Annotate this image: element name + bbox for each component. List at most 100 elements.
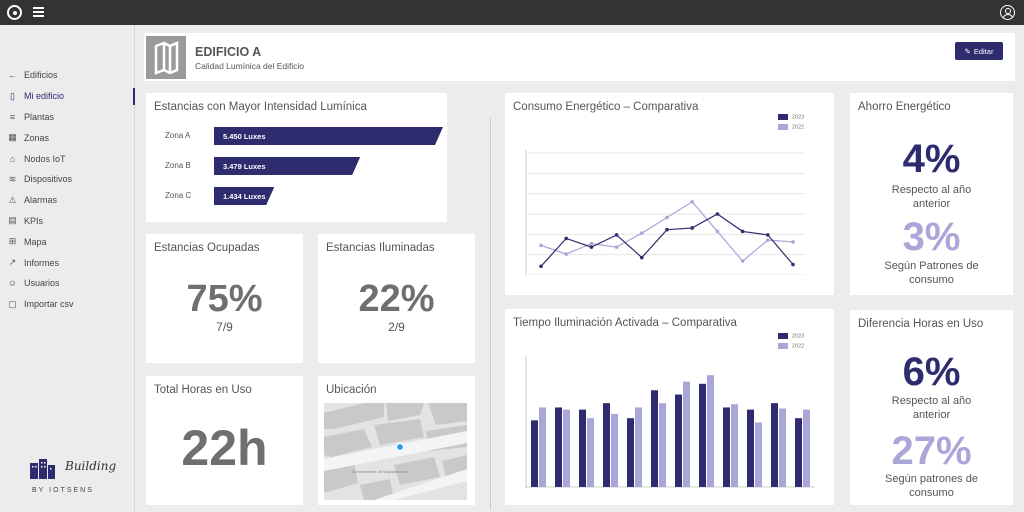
bar-2023 xyxy=(795,418,802,487)
legend-entry: 2022 xyxy=(778,124,804,134)
sidebar-item-mi-edificio[interactable]: ▯ Mi edificio xyxy=(0,86,135,107)
sidebar-item-plantas[interactable]: ≡ Plantas xyxy=(0,107,135,128)
location-map[interactable]: Ayuntamiento de Majadahonda xyxy=(324,403,467,500)
legend-swatch xyxy=(778,124,788,130)
floors-icon: ≡ xyxy=(9,111,16,122)
savings-annual-label-1: Respecto al año xyxy=(891,184,972,196)
bar-2023 xyxy=(771,403,778,487)
hamburger-menu-icon[interactable] xyxy=(33,7,44,17)
zone-intensity-bar: 3.479 Luxes xyxy=(214,157,360,175)
occupied-card: Estancias Ocupadas 75% 7/9 xyxy=(146,234,303,363)
alert-icon: ⚠ xyxy=(8,194,17,205)
brand-logo: Building BY IOTSENS xyxy=(28,457,118,502)
data-point xyxy=(665,215,669,220)
hours-diff-pattern-label-1: Según patrones de xyxy=(885,473,978,485)
data-point xyxy=(564,252,568,256)
building-icon: ▯ xyxy=(10,90,15,101)
sidebar-item-zonas[interactable]: ▦ Zonas xyxy=(0,127,135,148)
data-point xyxy=(740,229,745,234)
sidebar-item-usuarios[interactable]: ☺ Usuarios xyxy=(0,273,135,294)
intensity-title: Estancias con Mayor Intensidad Lumínica xyxy=(154,101,367,113)
legend-entry: 2023 xyxy=(778,114,804,124)
zone-intensity-bar: 5.450 Luxes xyxy=(214,127,443,145)
map-label: Ayuntamiento de Majadahonda xyxy=(352,469,408,474)
data-point xyxy=(640,231,644,235)
savings-pattern-label-1: Según Patrones de xyxy=(884,260,979,272)
page-title: EDIFICIO A xyxy=(195,45,262,59)
data-point xyxy=(589,241,594,246)
occupied-percent: 75% xyxy=(186,278,263,320)
legend-label: 2022 xyxy=(792,124,805,131)
legend-swatch xyxy=(778,343,788,349)
data-point xyxy=(791,240,795,244)
sidebar-item-informes[interactable]: ↗ Informes xyxy=(0,252,135,273)
sidebar-item-label: Mapa xyxy=(24,236,47,247)
edit-button[interactable]: ✎ Editar xyxy=(955,42,1003,60)
savings-pattern-percent: 3% xyxy=(902,215,961,259)
legend-label: 2022 xyxy=(792,343,805,350)
arrow-left-icon: ← xyxy=(8,70,17,81)
data-point xyxy=(766,233,770,237)
data-point xyxy=(614,233,619,237)
sidebar-item-alarmas[interactable]: ⚠ Alarmas xyxy=(0,190,135,211)
occupied-title: Estancias Ocupadas xyxy=(154,242,260,254)
chart-icon: ▤ xyxy=(8,215,17,226)
data-point xyxy=(766,238,770,242)
data-point xyxy=(791,262,795,267)
savings-title: Ahorro Energético xyxy=(858,101,951,113)
hours-diff-annual-percent: 6% xyxy=(902,350,961,394)
sidebar-item-dispositivos[interactable]: ≋ Dispositivos xyxy=(0,169,135,190)
sidebar-item-label: Plantas xyxy=(24,111,55,122)
lighting-chart-card: Tiempo Iluminación Activada – Comparativ… xyxy=(505,309,834,505)
series-line-2023 xyxy=(540,213,794,267)
sidebar-item-edificios[interactable]: ← Edificios xyxy=(0,65,135,86)
legend-label: 2023 xyxy=(792,333,805,340)
energy-line-chart xyxy=(525,150,805,275)
sidebar-item-label: Mi edificio xyxy=(24,91,65,102)
trend-icon: ↗ xyxy=(8,257,17,268)
app-logo-icon[interactable] xyxy=(7,5,22,20)
wifi-icon: ≋ xyxy=(8,173,17,184)
zone-label: Zona B xyxy=(165,161,191,170)
sidebar-item-kpis[interactable]: ▤ KPIs xyxy=(0,211,135,232)
legend-label: 2023 xyxy=(792,114,805,121)
bar-2023 xyxy=(531,420,538,487)
hours-diff-title: Diferencia Horas en Uso xyxy=(858,318,984,330)
grid-icon: ▦ xyxy=(8,132,17,143)
bar-2023 xyxy=(651,390,658,487)
bar-2023 xyxy=(699,383,706,487)
lighting-legend: 2023 2022 xyxy=(778,333,804,353)
bar-2022 xyxy=(635,407,642,487)
brand-subtitle: BY IOTSENS xyxy=(32,487,94,494)
lit-title: Estancias Iluminadas xyxy=(326,242,435,254)
bar-2023 xyxy=(579,409,586,487)
sidebar-item-label: Nodos IoT xyxy=(24,153,66,164)
bar-2023 xyxy=(627,418,634,487)
data-point xyxy=(539,243,543,248)
hours-diff-pattern-percent: 27% xyxy=(891,429,972,473)
lit-card: Estancias Iluminadas 22% 2/9 xyxy=(318,234,475,363)
pencil-icon: ✎ xyxy=(964,46,971,56)
sidebar-item-importar-csv[interactable]: ▢ Importar csv xyxy=(0,294,135,315)
sidebar-item-label: Edificios xyxy=(24,70,58,81)
data-point xyxy=(640,255,644,260)
user-account-icon[interactable] xyxy=(1000,5,1015,20)
sidebar: ← Edificios ▯ Mi edificio ≡ Plantas ▦ Zonas ⌂ Nod… xyxy=(0,25,135,512)
users-icon: ☺ xyxy=(7,278,18,289)
bar-2022 xyxy=(539,407,546,487)
bar-2022 xyxy=(755,422,762,487)
map-icon: ⊞ xyxy=(8,236,17,247)
bar-2022 xyxy=(659,403,666,487)
data-point xyxy=(715,212,720,216)
savings-annual-label-2: anterior xyxy=(912,198,951,210)
bar-2022 xyxy=(587,418,594,487)
location-title: Ubicación xyxy=(326,384,377,396)
sidebar-item-mapa[interactable]: ⊞ Mapa xyxy=(0,231,135,252)
zone-intensity-bar: 1.434 Luxes xyxy=(214,187,274,205)
hours-card: Total Horas en Uso 22h xyxy=(146,376,303,505)
sidebar-item-nodos-iot[interactable]: ⌂ Nodos IoT xyxy=(0,148,135,169)
sidebar-item-label: Alarmas xyxy=(24,195,58,206)
data-point xyxy=(740,259,745,263)
page-subtitle: Calidad Lumínica del Edificio xyxy=(195,61,305,71)
occupied-ratio: 7/9 xyxy=(216,320,233,334)
